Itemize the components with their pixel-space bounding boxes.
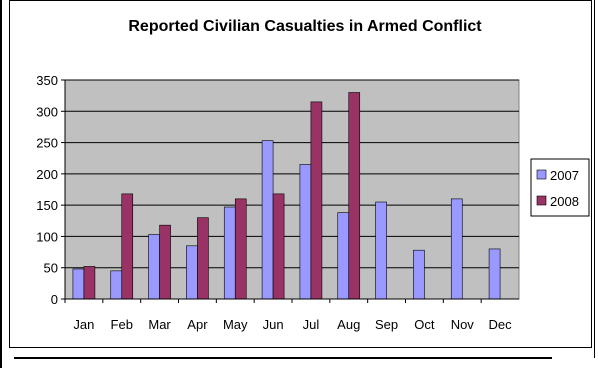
x-axis-tick-labels: Jan Feb Mar Apr May Jun Jul Aug Sep Oct Nov Dec [73, 317, 512, 332]
x-tick-label: Jun [263, 317, 284, 332]
x-tick-label: Feb [111, 317, 133, 332]
gridlines [61, 79, 519, 300]
left-border-line [0, 0, 2, 368]
legend-swatch [536, 169, 547, 180]
x-tick-label: Mar [148, 317, 171, 332]
y-tick-label: 350 [36, 73, 58, 88]
bar-2008-jul [310, 101, 323, 300]
y-tick-label: 300 [36, 104, 58, 119]
x-tick-label: Jul [303, 317, 320, 332]
bar-2008-jan [83, 266, 96, 300]
legend: 2007 2008 [530, 158, 590, 217]
legend-swatch [536, 195, 547, 206]
bar-2007-aug [337, 212, 350, 300]
bar-2007-nov [450, 198, 463, 300]
bar-2007-oct [413, 249, 425, 300]
right-border-line [594, 0, 595, 358]
bar-2007-apr [186, 245, 198, 300]
bar-2007-jun [261, 140, 274, 300]
legend-label: 2008 [550, 194, 579, 209]
x-tick-label: Dec [489, 317, 513, 332]
y-tick-label: 250 [36, 136, 58, 151]
x-tick-label: Apr [187, 317, 208, 332]
bar-2007-sep [375, 201, 387, 300]
bars [72, 92, 501, 300]
bottom-border-line [14, 357, 552, 359]
y-axis-tick-labels: 0 50 100 150 200 250 300 350 [36, 73, 58, 307]
bar-2008-mar [159, 224, 171, 300]
y-tick-label: 50 [44, 261, 58, 276]
x-tick-label: May [223, 317, 248, 332]
x-tick-label: Sep [375, 317, 398, 332]
x-tick-label: Jan [73, 317, 94, 332]
bar-2007-dec [488, 248, 501, 300]
plot-area [64, 79, 520, 300]
legend-label: 2007 [550, 168, 579, 183]
bar-2008-aug [348, 92, 361, 300]
x-tick-label: Aug [337, 317, 360, 332]
bar-2008-feb [121, 193, 134, 300]
bar-2007-feb [110, 270, 123, 300]
bar-2008-jun [272, 193, 285, 300]
y-tick-label: 200 [36, 167, 58, 182]
bar-2007-mar [148, 234, 160, 300]
x-tick-label: Nov [451, 317, 475, 332]
bar-2007-jan [72, 268, 85, 300]
legend-box [530, 158, 590, 217]
axes [64, 80, 519, 303]
x-tick-label: Oct [414, 317, 435, 332]
bar-2008-apr [197, 217, 209, 300]
chart-title: Reported Civilian Casualties in Armed Co… [128, 18, 482, 35]
bar-2007-jul [299, 164, 312, 300]
y-tick-label: 100 [36, 229, 58, 244]
y-tick-label: 0 [51, 292, 58, 307]
bar-2008-may [234, 198, 247, 300]
bar-2007-may [223, 206, 236, 300]
y-tick-label: 150 [36, 198, 58, 213]
